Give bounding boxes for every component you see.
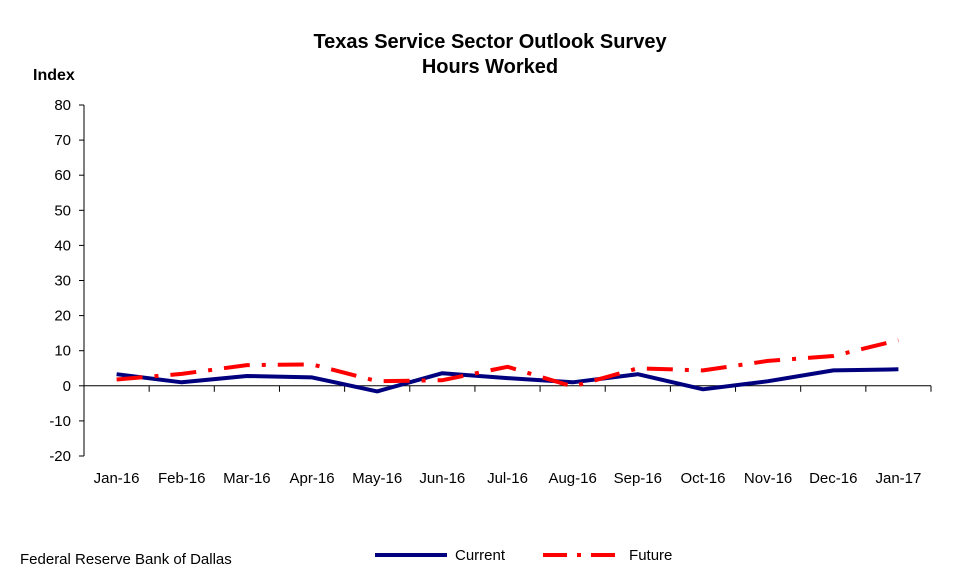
- x-tick-label: May-16: [352, 470, 402, 487]
- x-tick-label: Aug-16: [548, 470, 596, 487]
- x-tick-label: Apr-16: [290, 470, 335, 487]
- x-tick-label: Dec-16: [809, 470, 857, 487]
- y-tick-label: 30: [54, 273, 71, 290]
- x-tick-label: Jun-16: [419, 470, 465, 487]
- x-tick-label: Jul-16: [487, 470, 528, 487]
- source-note: Federal Reserve Bank of Dallas: [20, 551, 232, 568]
- x-tick-label: Jan-17: [875, 470, 921, 487]
- series-layer: [116, 338, 899, 394]
- y-tick-label: 50: [54, 202, 71, 219]
- y-tick-label: 40: [54, 237, 71, 254]
- x-tick-label: Feb-16: [158, 470, 206, 487]
- y-tick-label: 80: [54, 97, 71, 114]
- y-tick-label: 10: [54, 343, 71, 360]
- series-line-future: [116, 338, 899, 389]
- y-tick-label: -10: [49, 413, 71, 430]
- legend-swatch-current: [375, 553, 447, 557]
- legend-item-current: Current: [375, 547, 505, 564]
- y-axis-label: Index: [33, 67, 75, 84]
- legend-label-future: Future: [629, 546, 673, 564]
- y-tick-label: 0: [63, 378, 71, 395]
- x-tick-label: Jan-16: [94, 470, 140, 487]
- chart-title: Texas Service Sector Outlook Survey: [313, 31, 667, 53]
- legend: Current Future: [375, 543, 710, 567]
- chart-subtitle: Hours Worked: [422, 56, 558, 78]
- legend-label-current: Current: [455, 546, 506, 564]
- x-tick-label: Oct-16: [680, 470, 725, 487]
- x-tick-label: Nov-16: [744, 470, 792, 487]
- y-tick-label: 60: [54, 167, 71, 184]
- legend-swatch-future: [543, 553, 622, 557]
- y-tick-label: 20: [54, 308, 71, 325]
- y-tick-label: -20: [49, 448, 71, 465]
- legend-item-future: Future: [543, 547, 672, 564]
- x-tick-label: Mar-16: [223, 470, 271, 487]
- axes: 80 70 60 50 40 30 20 10 0 -10 -20 Jan-16 Feb-16 Mar-1…: [49, 97, 932, 487]
- y-tick-label: 70: [54, 132, 71, 149]
- series-line-current: [116, 367, 899, 394]
- x-tick-label: Sep-16: [614, 470, 662, 487]
